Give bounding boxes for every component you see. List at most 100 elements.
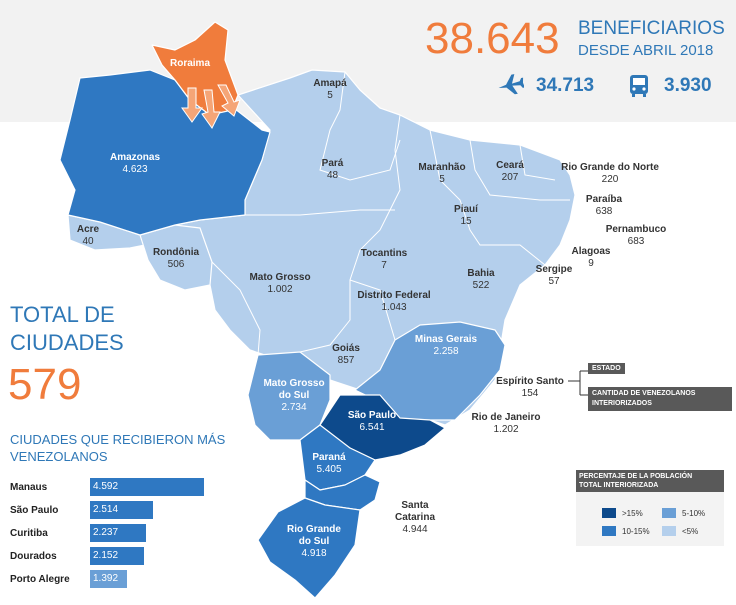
- state-name: Sergipe: [535, 264, 573, 275]
- state-label-maranhao: Maranhão 5: [412, 162, 472, 186]
- state-value: 638: [595, 206, 613, 217]
- state-roraima: [151, 21, 239, 116]
- state-name: Tocantins: [360, 248, 408, 259]
- state-name: Maranhão: [418, 162, 466, 173]
- city-name: Manaus: [10, 482, 48, 493]
- state-value: 154: [521, 388, 539, 399]
- state-value: 7: [381, 260, 387, 271]
- state-label-amazonas: Amazonas 4.623: [100, 152, 170, 176]
- state-label-mato-grosso-do-sul: Mato Grosso do Sul 2.734: [256, 378, 332, 414]
- state-value: 683: [627, 236, 645, 247]
- city-value: 2.514: [93, 504, 119, 515]
- state-value: 857: [337, 355, 355, 366]
- header-title-line1: BENEFICIARIOS: [578, 18, 725, 39]
- state-name: Roraima: [169, 58, 210, 69]
- total-cities-label-line2: CIUDADES: [10, 330, 124, 355]
- state-name: Piauí: [454, 204, 478, 215]
- city-name: Curitiba: [10, 528, 48, 539]
- cities-list-title-line2: VENEZOLANOS: [10, 449, 108, 464]
- state-value: 9: [588, 258, 594, 269]
- legend-title-line1: PERCENTAJE DE LA POBLACIÓN: [579, 473, 693, 480]
- state-label-goias: Goiás 857: [324, 343, 368, 367]
- legend-label: 10-15%: [622, 527, 650, 536]
- city-value: 1.392: [93, 573, 119, 584]
- state-label-alagoas: Alagoas 9: [562, 246, 620, 270]
- state-label-santa-catarina: Santa Catarina 4.944: [388, 500, 442, 536]
- state-name: Paraíba: [585, 194, 623, 205]
- state-label-pernambuco: Pernambuco 683: [594, 224, 678, 248]
- state-name: Rio Grande do Norte: [561, 162, 659, 173]
- state-name: Pernambuco: [605, 224, 667, 235]
- state-name: Alagoas: [571, 246, 611, 257]
- state-value: 6.541: [359, 422, 385, 433]
- key-count-tag: CANTIDAD DE VENEZOLANOS INTERIORIZADOS: [588, 387, 732, 411]
- state-name: Ceará: [496, 160, 524, 171]
- state-value: 1.043: [381, 302, 407, 313]
- city-name: Porto Alegre: [10, 574, 70, 585]
- city-bar: 1.392: [90, 570, 127, 588]
- state-name: Mato Grosso: [249, 272, 311, 283]
- state-value: 48: [326, 170, 339, 181]
- city-bar: 2.237: [90, 524, 146, 542]
- state-label-piaui: Piauí 15: [446, 204, 486, 228]
- state-label-sao-paulo: São Paulo 6.541: [340, 410, 404, 434]
- state-name: Amapá: [313, 78, 347, 89]
- state-value: 1.002: [267, 284, 293, 295]
- legend-title: PERCENTAJE DE LA POBLACIÓN TOTAL INTERIO…: [576, 470, 724, 492]
- city-bar: 2.514: [90, 501, 153, 519]
- state-label-rio-grande-do-sul: Rio Grande do Sul 4.918: [276, 524, 352, 560]
- state-value: 220: [601, 174, 619, 185]
- legend-label: 5-10%: [682, 509, 706, 518]
- state-name: Acre: [76, 224, 100, 235]
- legend-swatch: [662, 526, 676, 536]
- state-name: Paraná: [312, 452, 346, 463]
- city-value: 4.592: [93, 481, 119, 492]
- state-name: Amazonas: [109, 152, 160, 163]
- state-value: 15: [460, 216, 472, 227]
- state-name: Rio de Janeiro: [471, 412, 541, 423]
- state-name: Rio Grande: [287, 524, 341, 535]
- state-value: 4.918: [301, 548, 327, 559]
- state-rondonia: [139, 224, 213, 291]
- state-name: Rondônia: [152, 247, 200, 258]
- state-value: 4.944: [402, 524, 428, 535]
- state-name: Distrito Federal: [357, 290, 431, 301]
- total-cities-label-line1: TOTAL DE: [10, 302, 115, 327]
- state-value: 506: [167, 259, 185, 270]
- legend-title-line2: TOTAL INTERIORIZADA: [579, 482, 659, 489]
- legend-swatch: [662, 508, 676, 518]
- state-label-espirito-santo: Espírito Santo 154: [488, 376, 572, 400]
- city-name: São Paulo: [10, 505, 59, 516]
- state-name: Mato Grosso: [263, 378, 325, 389]
- state-label-rio-de-janeiro: Rio de Janeiro 1.202: [466, 412, 546, 436]
- city-value: 2.237: [93, 527, 119, 538]
- legend: PERCENTAJE DE LA POBLACIÓN TOTAL INTERIO…: [576, 470, 724, 546]
- bus-count: 3.930: [664, 75, 712, 96]
- total-beneficiaries: 38.643: [425, 14, 560, 63]
- state-value: 5: [439, 174, 445, 185]
- state-value: 40: [82, 236, 94, 247]
- state-value: 2.258: [433, 346, 459, 357]
- state-label-parana: Paraná 5.405: [304, 452, 354, 476]
- state-label-mato-grosso: Mato Grosso 1.002: [240, 272, 320, 296]
- total-cities-value: 579: [8, 360, 82, 409]
- state-value: 57: [548, 276, 560, 287]
- state-label-para: Pará 48: [310, 158, 355, 182]
- state-label-minas-gerais: Minas Gerais 2.258: [408, 334, 484, 358]
- migration-arrows: [181, 84, 241, 129]
- state-label-rondonia: Rondônia 506: [146, 247, 206, 271]
- state-value: 5.405: [316, 464, 342, 475]
- state-value: 2.734: [281, 402, 307, 413]
- state-name: Espírito Santo: [496, 376, 564, 387]
- state-label-bahia: Bahia 522: [460, 268, 502, 292]
- state-label-ceara: Ceará 207: [488, 160, 532, 184]
- state-name: Santa: [401, 500, 429, 511]
- state-rio-grande-do-sul: [257, 497, 361, 599]
- city-value: 2.152: [93, 550, 119, 561]
- state-value: 522: [472, 280, 490, 291]
- key-state-tag: ESTADO: [588, 363, 625, 374]
- key-connector: [568, 370, 588, 396]
- state-label-distrito-federal: Distrito Federal 1.043: [346, 290, 442, 314]
- bus-icon: [630, 75, 648, 97]
